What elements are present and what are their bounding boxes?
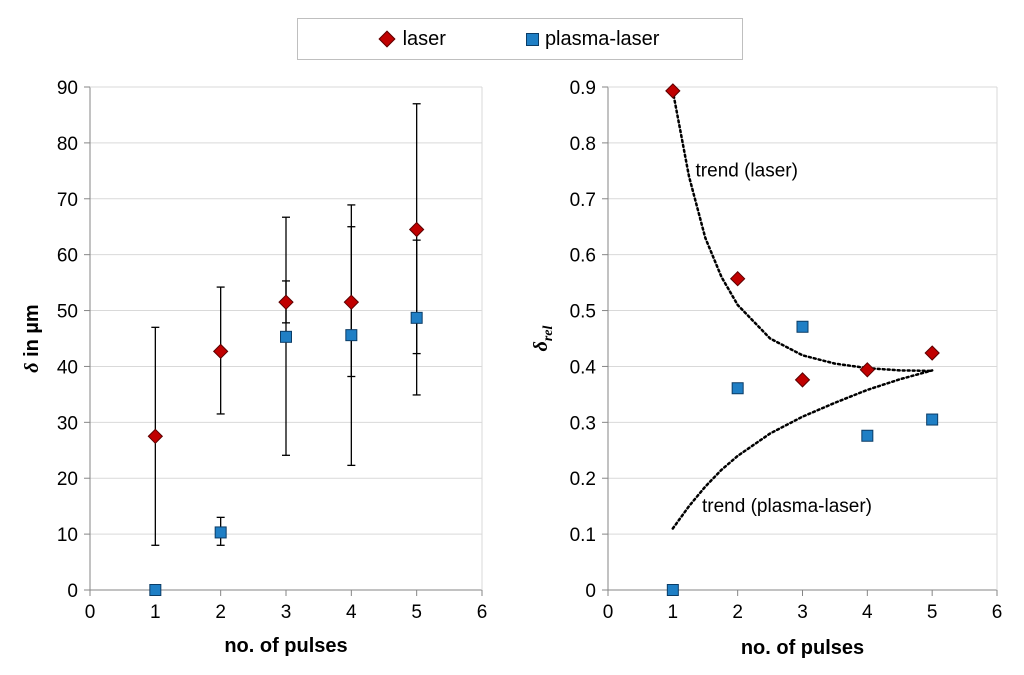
point-plasma-laser bbox=[214, 526, 227, 539]
trend-label: trend (laser) bbox=[696, 160, 798, 181]
x-tick-label: 0 bbox=[85, 602, 96, 623]
y-tick-label: 20 bbox=[57, 469, 78, 490]
y-tick-label: 90 bbox=[57, 78, 78, 99]
y-tick-label: 0.4 bbox=[570, 357, 597, 378]
y-tick-label: 0.9 bbox=[570, 78, 596, 99]
x-tick-label: 4 bbox=[862, 602, 873, 623]
legend-label-plasma-laser: plasma-laser bbox=[544, 27, 660, 50]
y-tick-label: 50 bbox=[57, 302, 78, 323]
point-plasma-laser bbox=[796, 320, 809, 333]
y-tick-label: 0.7 bbox=[570, 190, 596, 211]
x-tick-label: 5 bbox=[411, 602, 422, 623]
trend-line bbox=[671, 89, 934, 373]
point-laser bbox=[665, 83, 681, 99]
point-laser bbox=[343, 294, 360, 310]
y-tick-label: 80 bbox=[57, 134, 78, 155]
point-plasma-laser bbox=[861, 429, 874, 442]
y-tick-label: 10 bbox=[57, 525, 78, 546]
y-tick-label: 0.5 bbox=[570, 302, 596, 323]
point-plasma-laser bbox=[280, 330, 292, 343]
point-plasma-laser bbox=[666, 584, 679, 596]
y-axis-title-symbol: δ bbox=[21, 362, 43, 372]
legend-item-plasma-laser: plasma-laser bbox=[525, 27, 660, 51]
legend: laser plasma-laser bbox=[297, 18, 743, 60]
y-tick-label: 0.3 bbox=[570, 413, 596, 434]
chart-1: 0 10 20 30 40 50 60 70 80 90 0 1 2 3 4 5 6 no. of pulses δ… bbox=[21, 78, 487, 657]
x-tick-label: 2 bbox=[732, 602, 743, 623]
x-tick-label: 2 bbox=[215, 602, 226, 623]
y-tick-label: 0.8 bbox=[570, 134, 596, 155]
y-axis-title: δ in µm bbox=[21, 304, 43, 372]
point-laser bbox=[212, 343, 229, 360]
x-tick-label: 3 bbox=[797, 602, 808, 623]
y-axis-title-symbol: δ bbox=[530, 341, 552, 351]
point-laser bbox=[147, 428, 164, 445]
trend-label: trend (plasma-laser) bbox=[702, 496, 872, 517]
y-tick-label: 0.2 bbox=[570, 469, 596, 490]
y-tick-label: 30 bbox=[57, 413, 78, 434]
x-tick-label: 6 bbox=[477, 602, 488, 623]
point-plasma-laser bbox=[926, 413, 939, 426]
y-axis-title-subscript: rel bbox=[541, 325, 556, 341]
x-tick-label: 1 bbox=[150, 602, 161, 623]
trend-line bbox=[671, 369, 934, 530]
legend-label-laser: laser bbox=[402, 27, 446, 50]
legend-square-icon bbox=[525, 32, 539, 46]
point-laser bbox=[408, 221, 425, 238]
y-tick-label: 40 bbox=[57, 357, 78, 378]
point-plasma-laser bbox=[345, 329, 358, 342]
point-laser bbox=[729, 270, 746, 287]
y-tick-label: 0 bbox=[67, 581, 78, 602]
x-tick-label: 3 bbox=[281, 602, 292, 623]
x-axis-title: no. of pulses bbox=[741, 637, 864, 659]
point-plasma-laser bbox=[410, 311, 423, 324]
x-axis-title: no. of pulses bbox=[224, 635, 347, 657]
y-tick-label: 0.6 bbox=[570, 246, 596, 267]
y-axis-title: δrel bbox=[530, 325, 556, 351]
legend-item-laser: laser bbox=[378, 27, 446, 51]
point-plasma-laser bbox=[731, 382, 744, 395]
x-tick-label: 0 bbox=[603, 602, 614, 623]
x-tick-label: 5 bbox=[927, 602, 938, 623]
y-tick-label: 70 bbox=[57, 190, 78, 211]
point-laser bbox=[278, 294, 294, 310]
y-tick-label: 0.1 bbox=[570, 525, 596, 546]
point-laser bbox=[859, 362, 876, 378]
point-plasma-laser bbox=[149, 584, 162, 596]
y-axis-title-unit: in µm bbox=[21, 304, 43, 362]
chart-2: 0 0.1 0.2 0.3 0.4 0.5 0.6 0.7 0.8 0.9 0 1 2 3 4 5 6 no. o… bbox=[530, 78, 1002, 659]
point-laser bbox=[794, 372, 811, 388]
x-tick-label: 6 bbox=[992, 602, 1003, 623]
point-laser bbox=[924, 345, 940, 361]
x-tick-label: 4 bbox=[346, 602, 357, 623]
y-tick-label: 60 bbox=[57, 246, 78, 267]
x-tick-label: 1 bbox=[668, 602, 679, 623]
y-tick-label: 0 bbox=[585, 581, 596, 602]
